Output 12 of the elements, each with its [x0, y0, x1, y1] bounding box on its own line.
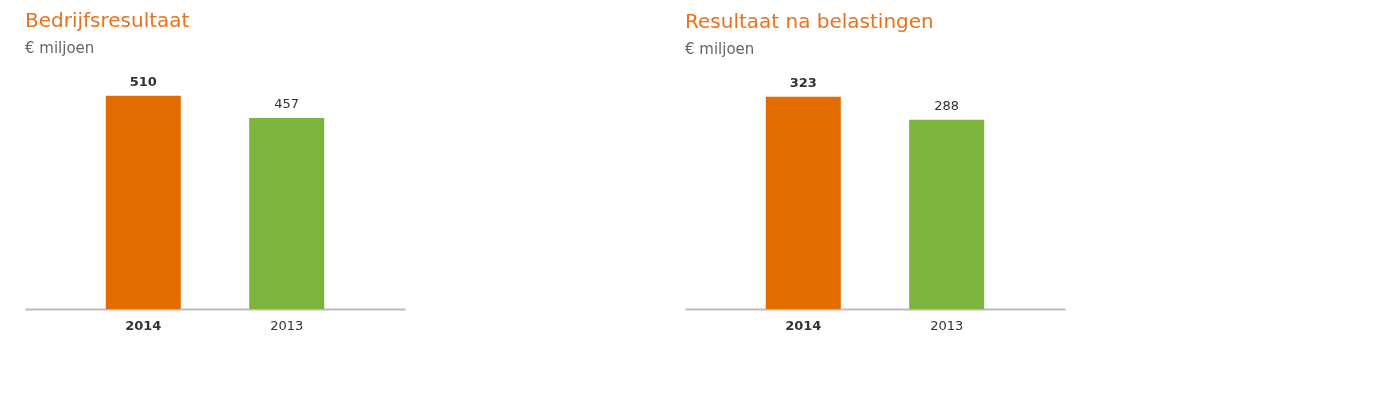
- chart-subtitle: € miljoen: [685, 39, 755, 58]
- chart-title: Bedrijfsresultaat: [25, 7, 190, 32]
- x-tick-label: 2013: [930, 317, 964, 333]
- data-label: 323: [789, 74, 817, 90]
- chart-subtitle: € miljoen: [25, 38, 95, 57]
- x-tick-label: 2013: [270, 317, 304, 333]
- data-label: 457: [274, 95, 300, 111]
- data-label: 510: [129, 73, 157, 89]
- x-tick-label: 2014: [785, 317, 822, 333]
- chart-title: Resultaat na belastingen: [685, 8, 934, 33]
- x-tick-label: 2014: [125, 317, 162, 333]
- data-label: 288: [934, 97, 960, 113]
